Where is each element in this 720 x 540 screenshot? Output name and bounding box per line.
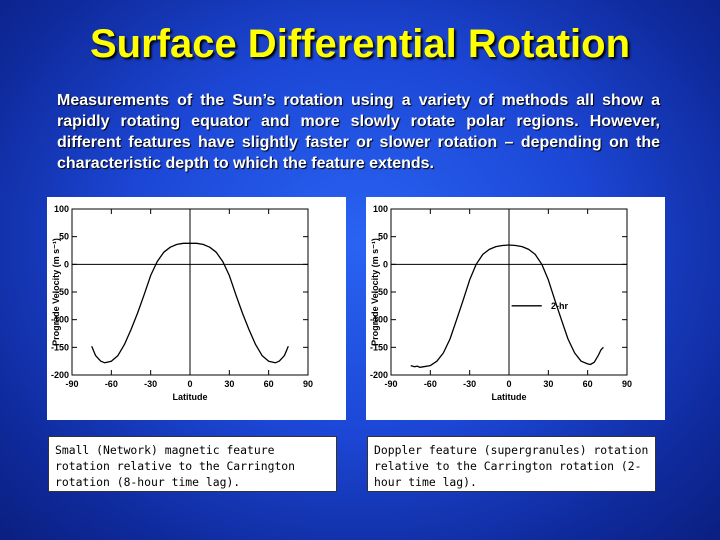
chart-panel-left: 100 50 0 -50 -100 -150 -200 -90 -60 -30 0 30 60 90 Lat…: [47, 197, 346, 420]
x-axis-label: Latitude: [173, 392, 208, 402]
y-tick-label: 0: [64, 259, 69, 269]
x-tick-label: 90: [303, 379, 313, 389]
y-tick-label: -150: [370, 342, 388, 352]
series-line: [91, 242, 289, 364]
y-tick-label: 100: [373, 204, 388, 214]
y-tick-label: -200: [370, 370, 388, 380]
chart-left-svg: 100 50 0 -50 -100 -150 -200-90 -60 -30 0 30 60 90 Lat…: [51, 204, 313, 402]
x-tick-label: -30: [463, 379, 476, 389]
y-tick-label: -150: [51, 342, 69, 352]
x-tick-label: 90: [622, 379, 632, 389]
y-tick-label: 50: [59, 232, 69, 242]
x-tick-label: -60: [105, 379, 118, 389]
x-tick-label: 0: [506, 379, 511, 389]
legend-label: 2-hr: [551, 301, 569, 311]
x-tick-label: 30: [224, 379, 234, 389]
intro-paragraph: Measurements of the Sun’s rotation using…: [57, 92, 660, 172]
x-tick-label: 60: [264, 379, 274, 389]
y-tick-label: -50: [56, 287, 69, 297]
caption-left: Small (Network) magnetic feature rotatio…: [48, 436, 337, 492]
x-tick-label: 0: [187, 379, 192, 389]
y-tick-label: -100: [370, 315, 388, 325]
caption-right: Doppler feature (supergranules) rotation…: [367, 436, 656, 492]
x-tick-label: -90: [384, 379, 397, 389]
chart-right-svg: 100 50 0 -50 -100 -150 -200-90 -60 -30 0 30 60 90 Lat…: [370, 204, 632, 402]
y-axis-label: Prograde Velocity (m s⁻¹): [370, 238, 380, 346]
y-tick-label: 50: [378, 232, 388, 242]
x-tick-label: 60: [583, 379, 593, 389]
x-tick-label: 30: [543, 379, 553, 389]
y-tick-label: 0: [383, 259, 388, 269]
slide-title: Surface Differential Rotation: [89, 22, 631, 66]
y-tick-label: -100: [51, 315, 69, 325]
y-tick-label: -50: [375, 287, 388, 297]
series-line: [410, 244, 604, 368]
x-tick-label: -90: [65, 379, 78, 389]
y-axis-label: Prograde Velocity (m s⁻¹): [51, 238, 61, 346]
x-axis-label: Latitude: [492, 392, 527, 402]
chart-panel-right: 100 50 0 -50 -100 -150 -200 -90 -60 -30 0 30 60 90 Lat…: [366, 197, 665, 420]
x-tick-label: -30: [144, 379, 157, 389]
y-tick-label: 100: [54, 204, 69, 214]
y-tick-label: -200: [51, 370, 69, 380]
x-tick-label: -60: [424, 379, 437, 389]
